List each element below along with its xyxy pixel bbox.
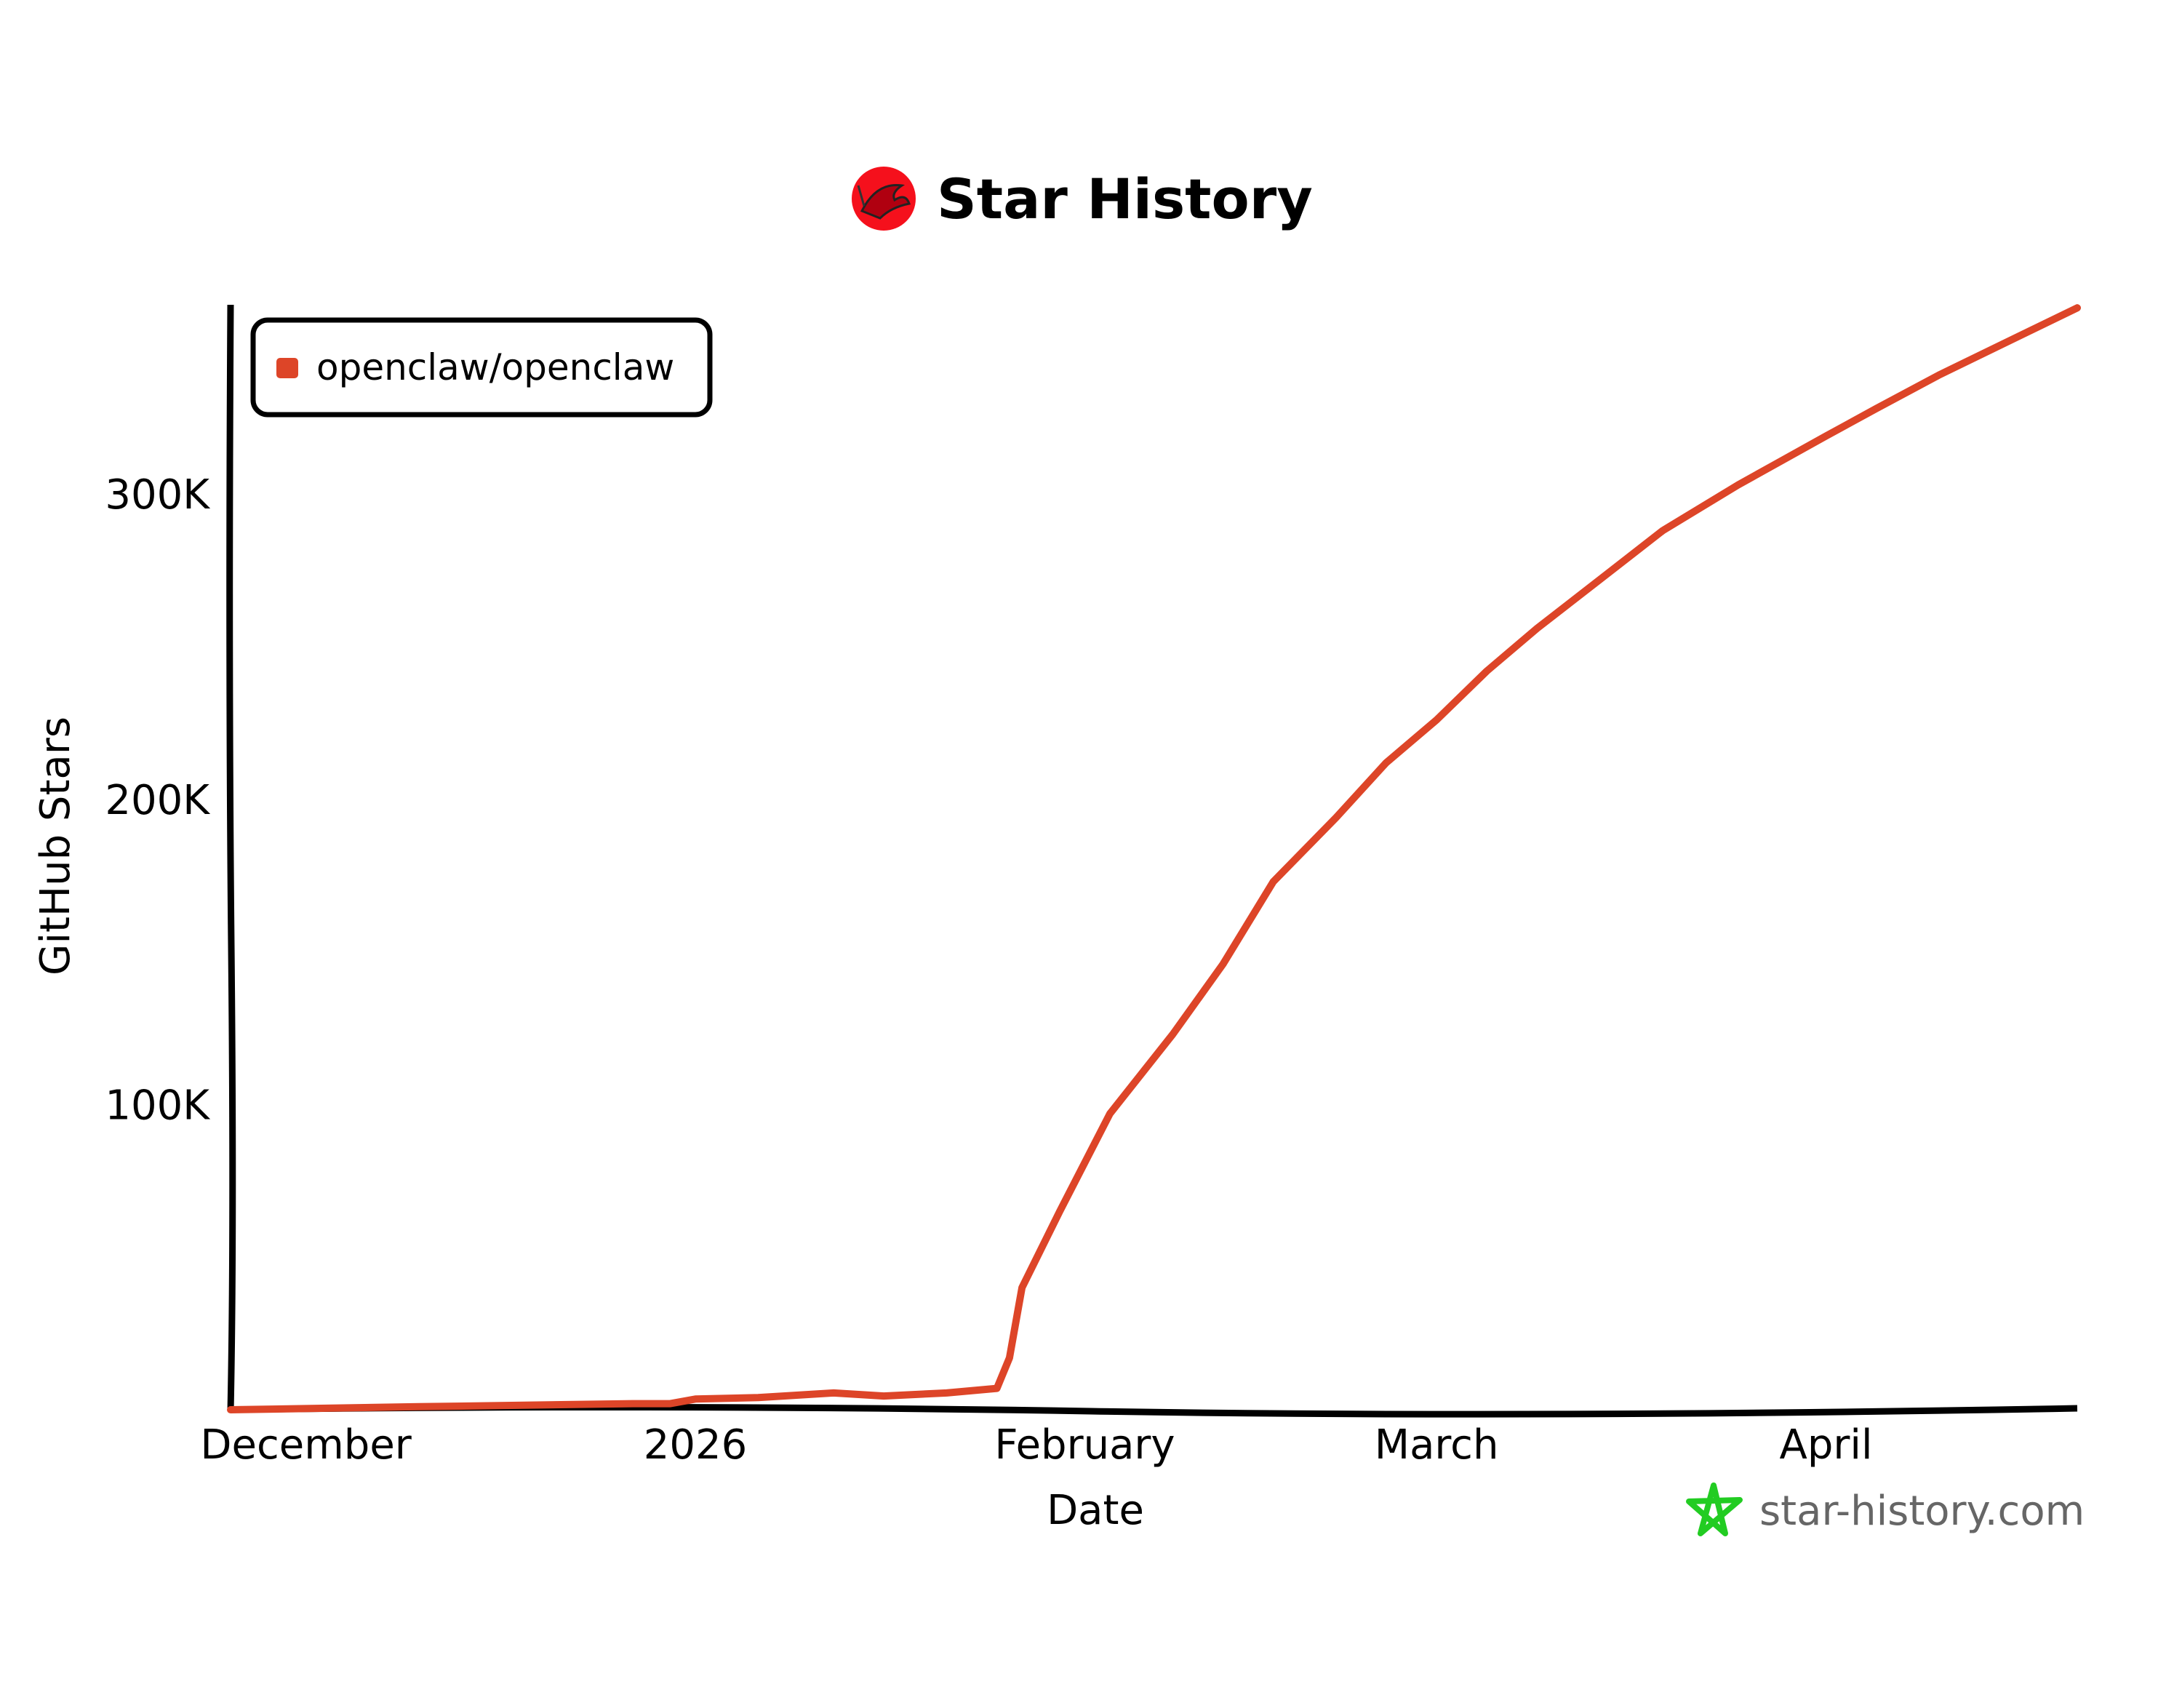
- y-tick-label: 100K: [105, 1082, 210, 1129]
- x-tick-label: March: [1375, 1421, 1499, 1469]
- y-tick-label: 300K: [105, 471, 210, 519]
- y-axis-label: GitHub Stars: [32, 717, 79, 975]
- legend-swatch: [276, 358, 298, 378]
- watermark-text[interactable]: star-history.com: [1759, 1488, 2085, 1535]
- legend-label: openclaw/openclaw: [316, 346, 674, 388]
- x-tick-label: April: [1780, 1421, 1873, 1469]
- x-tick-labels: December 2026 February March April: [200, 1421, 1872, 1469]
- y-tick-label: 200K: [105, 777, 210, 824]
- series-layer: [227, 304, 2081, 1413]
- legend-box: [250, 317, 713, 418]
- chart-header: Star History: [852, 167, 1313, 231]
- legend: openclaw/openclaw: [250, 317, 713, 418]
- chart-title: Star History: [937, 167, 1313, 231]
- series-line: [227, 304, 2081, 1413]
- y-axis-line: [226, 304, 236, 1412]
- axes: [226, 304, 2078, 1418]
- x-axis-label: Date: [1047, 1487, 1144, 1534]
- x-tick-label: December: [200, 1421, 412, 1469]
- y-tick-labels: 100K 200K 300K: [105, 471, 210, 1129]
- x-tick-label: 2026: [644, 1421, 748, 1469]
- lobster-logo-icon: [852, 167, 916, 231]
- x-tick-label: February: [994, 1421, 1175, 1469]
- green-star-icon: [1686, 1482, 1743, 1536]
- watermark[interactable]: star-history.com: [1686, 1482, 2085, 1536]
